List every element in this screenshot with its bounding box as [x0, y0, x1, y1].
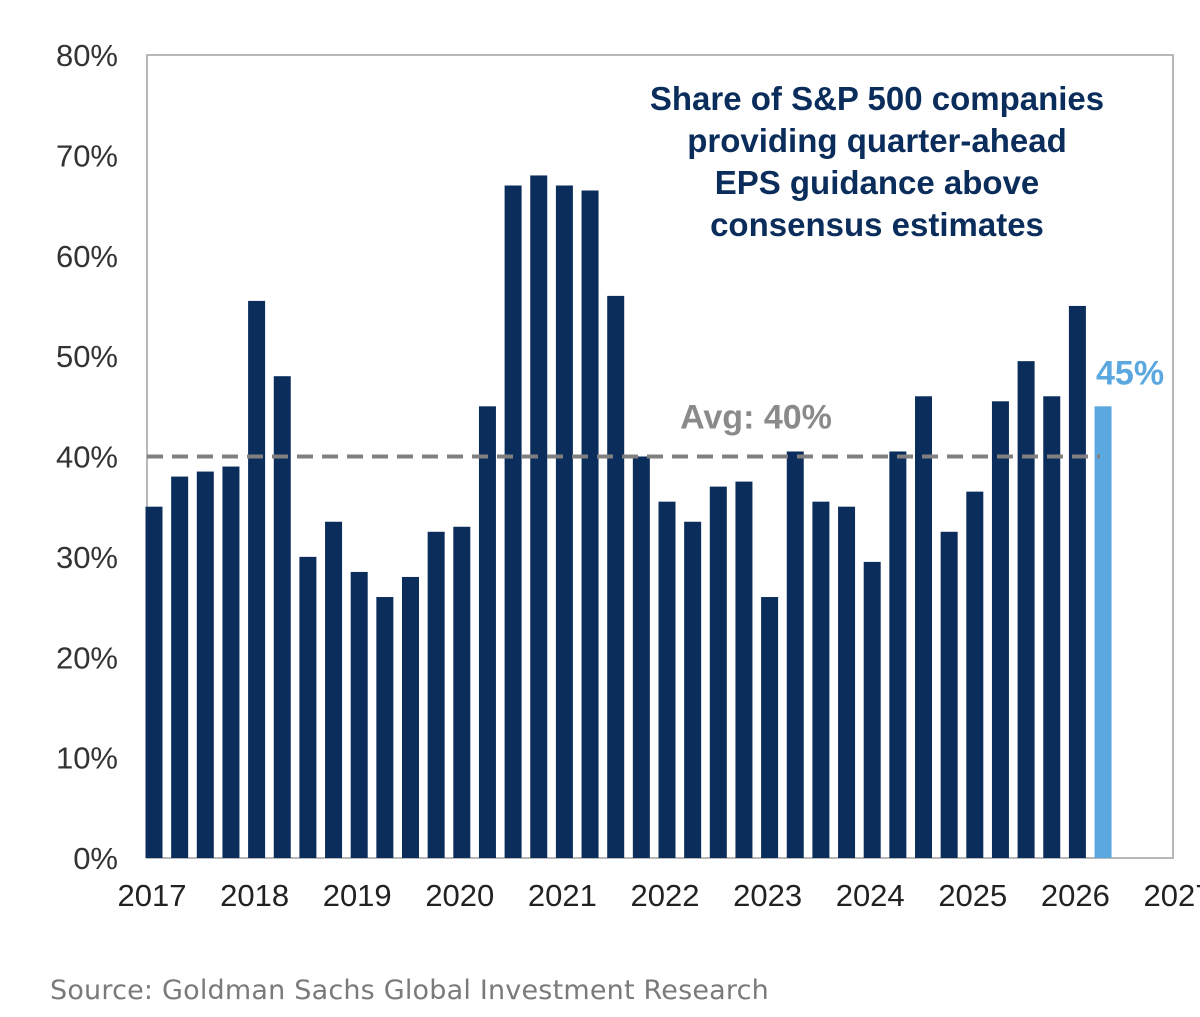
chart-title-line: Share of S&P 500 companies: [650, 80, 1104, 117]
x-axis-ticks: 2017 2018 2019 2020 2021 2022 2023 2024 2025 2026…: [118, 878, 1200, 913]
bar: [838, 506, 856, 858]
bar: [376, 597, 394, 858]
chart-title: Share of S&P 500 companies providing quar…: [650, 80, 1104, 243]
bar: [530, 175, 548, 858]
bar: [299, 556, 317, 858]
bar: [171, 476, 189, 858]
y-tick-label: 70%: [56, 138, 118, 173]
bar-chart: 0%10%20%30%40%50%60%70%80% 2017 2018 2019 2…: [56, 38, 1200, 913]
x-tick-label: 2019: [323, 878, 392, 913]
y-tick-label: 50%: [56, 339, 118, 374]
y-tick-label: 60%: [56, 239, 118, 274]
bar: [145, 506, 163, 858]
bar: [889, 451, 907, 858]
bar-highlight: [1094, 406, 1112, 858]
y-tick-label: 30%: [56, 540, 118, 575]
x-tick-label: 2018: [220, 878, 289, 913]
x-tick-label: 2022: [631, 878, 700, 913]
bar: [1017, 361, 1035, 858]
y-tick-label: 0%: [73, 841, 118, 876]
chart-title-line: EPS guidance above: [715, 164, 1040, 201]
x-tick-label: 2017: [118, 878, 187, 913]
bar: [453, 526, 471, 858]
bar: [786, 451, 804, 858]
bar: [427, 531, 445, 858]
bar: [196, 471, 214, 858]
bar: [273, 376, 291, 858]
y-axis-ticks: 0% 10% 20% 30% 40% 50% 60% 70% 80%: [56, 38, 118, 876]
x-tick-label: 2026: [1041, 878, 1110, 913]
bar: [402, 576, 419, 858]
bar: [555, 185, 573, 859]
bar: [248, 300, 266, 858]
x-tick-label: 2025: [938, 878, 1007, 913]
bar: [940, 531, 958, 858]
x-tick-label: 2021: [528, 878, 597, 913]
x-tick-label: 2027: [1144, 878, 1200, 913]
bar: [915, 396, 932, 858]
source-note: Source: Goldman Sachs Global Investment …: [50, 975, 769, 1006]
y-tick-label: 40%: [56, 440, 118, 475]
x-tick-label: 2023: [733, 878, 802, 913]
bar: [991, 401, 1009, 858]
bar: [812, 501, 830, 858]
y-tick-label: 80%: [56, 38, 118, 73]
bar: [1068, 305, 1086, 858]
bar: [478, 406, 496, 858]
bar: [761, 597, 779, 858]
chart-title-line: consensus estimates: [710, 206, 1044, 243]
highlight-value-label: 45%: [1096, 354, 1164, 392]
bar: [1043, 396, 1061, 858]
bar: [709, 486, 727, 858]
bar: [325, 521, 343, 858]
bar: [966, 491, 984, 858]
x-tick-label: 2024: [836, 878, 905, 913]
bar: [658, 501, 676, 858]
average-label: Avg: 40%: [680, 399, 832, 437]
bar: [350, 571, 368, 858]
bar-series: [145, 175, 1112, 859]
y-tick-label: 20%: [56, 640, 118, 675]
bar: [632, 456, 650, 858]
bar: [735, 481, 753, 858]
y-tick-label: 10%: [56, 741, 118, 776]
bar: [607, 295, 625, 858]
chart-title-line: providing quarter-ahead: [687, 122, 1067, 159]
bar: [863, 561, 881, 858]
bar: [504, 185, 522, 859]
bar: [581, 190, 599, 859]
bar: [684, 521, 702, 858]
bar: [222, 466, 240, 858]
x-tick-label: 2020: [425, 878, 494, 913]
